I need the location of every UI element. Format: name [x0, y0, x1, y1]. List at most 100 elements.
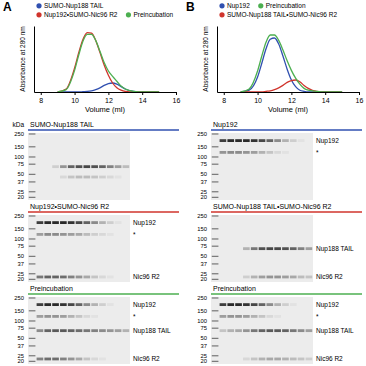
- gel-band: [123, 221, 130, 224]
- gel-band: [68, 358, 75, 361]
- legend-label: SUMO-Nup188 TAIL•SUMO-Nic96 R2: [227, 11, 337, 19]
- gel-band: [298, 358, 305, 361]
- marker-band: [212, 146, 219, 147]
- x-tick-mark: [108, 92, 109, 95]
- gel-band: [235, 358, 242, 361]
- gel-background: [28, 215, 130, 282]
- gel-band: [243, 139, 250, 142]
- marker-band: [212, 273, 219, 274]
- legend-label: Preincubation: [133, 11, 173, 18]
- gel-title: SUMO-Nup188 TAIL•SUMO-Nic96 R2: [213, 203, 332, 211]
- marker-label: 50: [201, 253, 207, 259]
- marker-band: [212, 256, 219, 257]
- gel-band: [266, 139, 273, 142]
- gel: SUMO-Nup188 TAILkDa2501501007550372520: [12, 121, 179, 200]
- gel-band: [259, 247, 266, 250]
- gel-band: [274, 358, 281, 361]
- marker-band: [212, 361, 219, 362]
- marker-label: 150: [197, 308, 207, 314]
- marker-label: 100: [197, 318, 207, 324]
- gel-band: [83, 221, 90, 224]
- gel-band: [243, 315, 250, 318]
- marker-band: [29, 197, 36, 198]
- marker-band: [29, 320, 36, 321]
- marker-band: [212, 310, 219, 311]
- x-tick: 12: [288, 92, 296, 104]
- gel: Nup192•SUMO-Nic96 R22501501007550372520N…: [14, 203, 179, 282]
- gel-band: [60, 165, 67, 168]
- marker-band: [212, 228, 219, 229]
- gel-band: [37, 165, 44, 168]
- gel-band: [220, 139, 227, 142]
- marker-label: 37: [18, 179, 24, 185]
- gel-band: [68, 315, 75, 318]
- marker-band: [212, 263, 219, 264]
- unit-label: kDa: [12, 121, 24, 128]
- gel-band: [290, 247, 297, 250]
- gel-band: [99, 276, 106, 279]
- gel-band: [91, 276, 98, 279]
- gel-band: [52, 276, 59, 279]
- gel-band: [107, 165, 114, 168]
- gel-band: [282, 358, 289, 361]
- gel-title: Preincubation: [213, 285, 256, 292]
- x-tick-label: 12: [105, 97, 113, 104]
- gel-band: [282, 315, 289, 318]
- x-tick-label: 8: [222, 97, 226, 104]
- gel-band: [91, 303, 98, 306]
- gel-band: [115, 221, 122, 224]
- gel-band: [44, 358, 51, 361]
- gel-band: [107, 329, 114, 332]
- chromatogram: 810121416Volume (ml)Absorbance at 280 nm…: [19, 2, 180, 114]
- marker-band: [29, 256, 36, 257]
- gel-band: [76, 358, 83, 361]
- gel-band: [290, 139, 297, 142]
- x-tick-mark: [359, 92, 360, 95]
- marker-band: [212, 345, 219, 346]
- gel-band: [83, 303, 90, 306]
- marker-label: 75: [18, 243, 24, 249]
- legend: SUMO-Nup188 TAILNup192•SUMO-Nic96 R2Prei…: [36, 2, 173, 19]
- gel-band: [60, 176, 67, 179]
- plot-area: [58, 33, 159, 92]
- marker-band: [29, 355, 36, 356]
- gel-band: [52, 303, 59, 306]
- gel-band: [274, 276, 281, 279]
- gel-background: [28, 133, 130, 200]
- gel-band: [266, 247, 273, 250]
- gel-title-rule: [28, 293, 179, 295]
- gel-band: [123, 176, 130, 179]
- marker-label: 50: [201, 335, 207, 341]
- gel-band: [52, 233, 59, 236]
- marker-label: 20: [18, 358, 24, 364]
- gel-band: [227, 151, 234, 154]
- x-tick-mark: [325, 92, 326, 95]
- legend-marker: [219, 12, 224, 17]
- marker-label: 100: [14, 154, 24, 160]
- gel-band: [52, 165, 59, 168]
- gel-band: [107, 358, 114, 361]
- gel-band: [306, 276, 313, 279]
- gel-band: [37, 221, 44, 224]
- x-tick: 8: [222, 92, 226, 104]
- gel-band: [282, 151, 289, 154]
- series-line: [58, 34, 159, 92]
- legend-label: SUMO-Nup188 TAIL: [44, 2, 104, 10]
- gel-band: [235, 276, 242, 279]
- gel-band: [251, 329, 258, 332]
- marker-band: [29, 238, 36, 239]
- gel-band: [44, 165, 51, 168]
- x-tick: 14: [322, 92, 330, 104]
- x-tick: 10: [254, 92, 262, 104]
- gel-band: [298, 276, 305, 279]
- marker-band: [29, 191, 36, 192]
- gel-band: [259, 303, 266, 306]
- gel-band: [91, 233, 98, 236]
- gel-band: [123, 315, 130, 318]
- gel-band: [68, 165, 75, 168]
- gel-band: [259, 139, 266, 142]
- gel-band: [83, 165, 90, 168]
- gel-title: SUMO-Nup188 TAIL: [30, 121, 94, 129]
- gel-band: [123, 233, 130, 236]
- gel-band: [99, 329, 106, 332]
